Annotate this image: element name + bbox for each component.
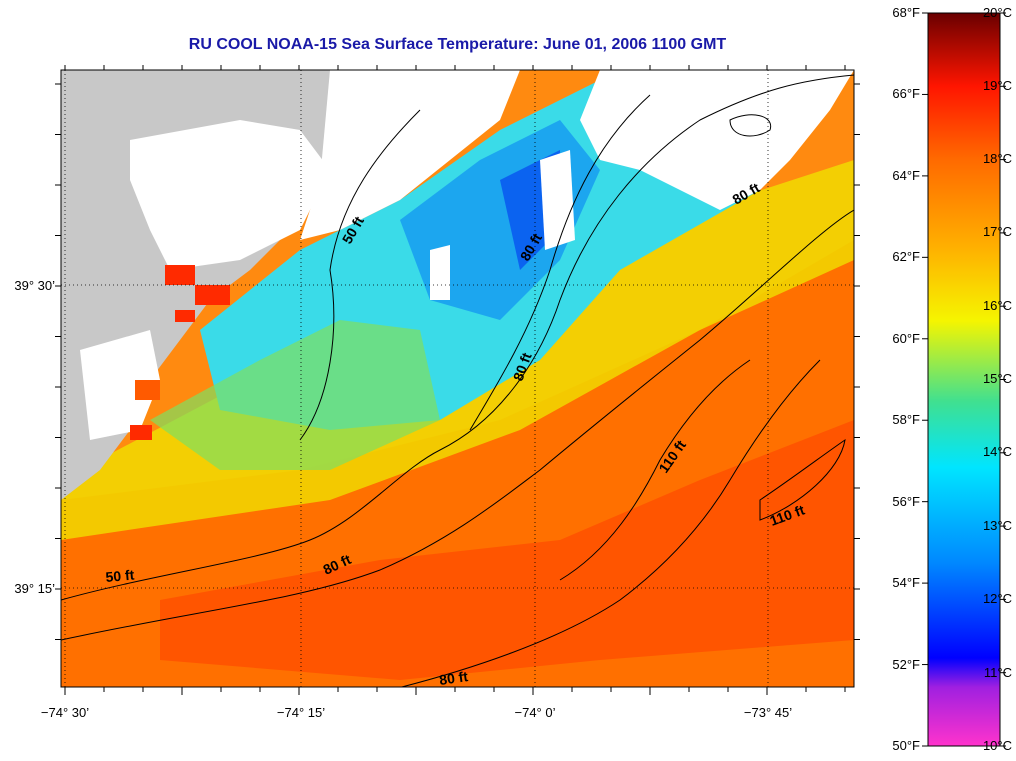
colorbar-f-label: 52°F xyxy=(892,657,920,672)
colorbar xyxy=(927,12,1001,747)
colorbar-f-label: 64°F xyxy=(892,168,920,183)
colorbar-c-label: 18°C xyxy=(983,151,1012,166)
colorbar-c-label: 11°C xyxy=(984,665,1012,680)
colorbar-c-label: 16°C xyxy=(983,298,1012,313)
colorbar-c-label: 20°C xyxy=(983,5,1012,20)
colorbar-f-label: 58°F xyxy=(892,412,920,427)
colorbar-c-label: 14°C xyxy=(983,444,1012,459)
colorbar-f-label: 54°F xyxy=(892,575,920,590)
lon-tick-label: −74° 15’ xyxy=(277,705,325,720)
colorbar-c-label: 12°C xyxy=(983,591,1012,606)
colorbar-f-label: 66°F xyxy=(892,86,920,101)
graticule xyxy=(61,70,854,687)
map-title: RU COOL NOAA-15 Sea Surface Temperature:… xyxy=(188,36,727,53)
colorbar-c-label: 17°C xyxy=(983,224,1012,239)
colorbar-f-label: 60°F xyxy=(892,331,920,346)
sst-field xyxy=(61,70,854,687)
colorbar-f-label: 50°F xyxy=(892,738,920,753)
colorbar-c-label: 19°C xyxy=(983,78,1012,93)
lon-tick-label: −74° 0’ xyxy=(515,705,556,720)
lat-tick-label: 39° 15’ xyxy=(14,581,55,596)
contour-label: 80 ft xyxy=(438,668,469,688)
colorbar-c-label: 15°C xyxy=(983,371,1012,386)
colorbar-f-label: 62°F xyxy=(892,249,920,264)
colorbar-f-label: 56°F xyxy=(892,494,920,509)
colorbar-c-label: 13°C xyxy=(983,518,1012,533)
lon-tick-label: −74° 30’ xyxy=(41,705,89,720)
colorbar-f-label: 68°F xyxy=(892,5,920,20)
plot-frame xyxy=(60,69,855,688)
lat-tick-label: 39° 30’ xyxy=(14,278,55,293)
lon-tick-label: −73° 45’ xyxy=(744,705,792,720)
contour-label: 50 ft xyxy=(105,567,135,585)
colorbar-ticks xyxy=(922,12,1006,747)
colorbar-c-label: 10°C xyxy=(983,738,1012,753)
axis-ticks xyxy=(55,65,860,695)
